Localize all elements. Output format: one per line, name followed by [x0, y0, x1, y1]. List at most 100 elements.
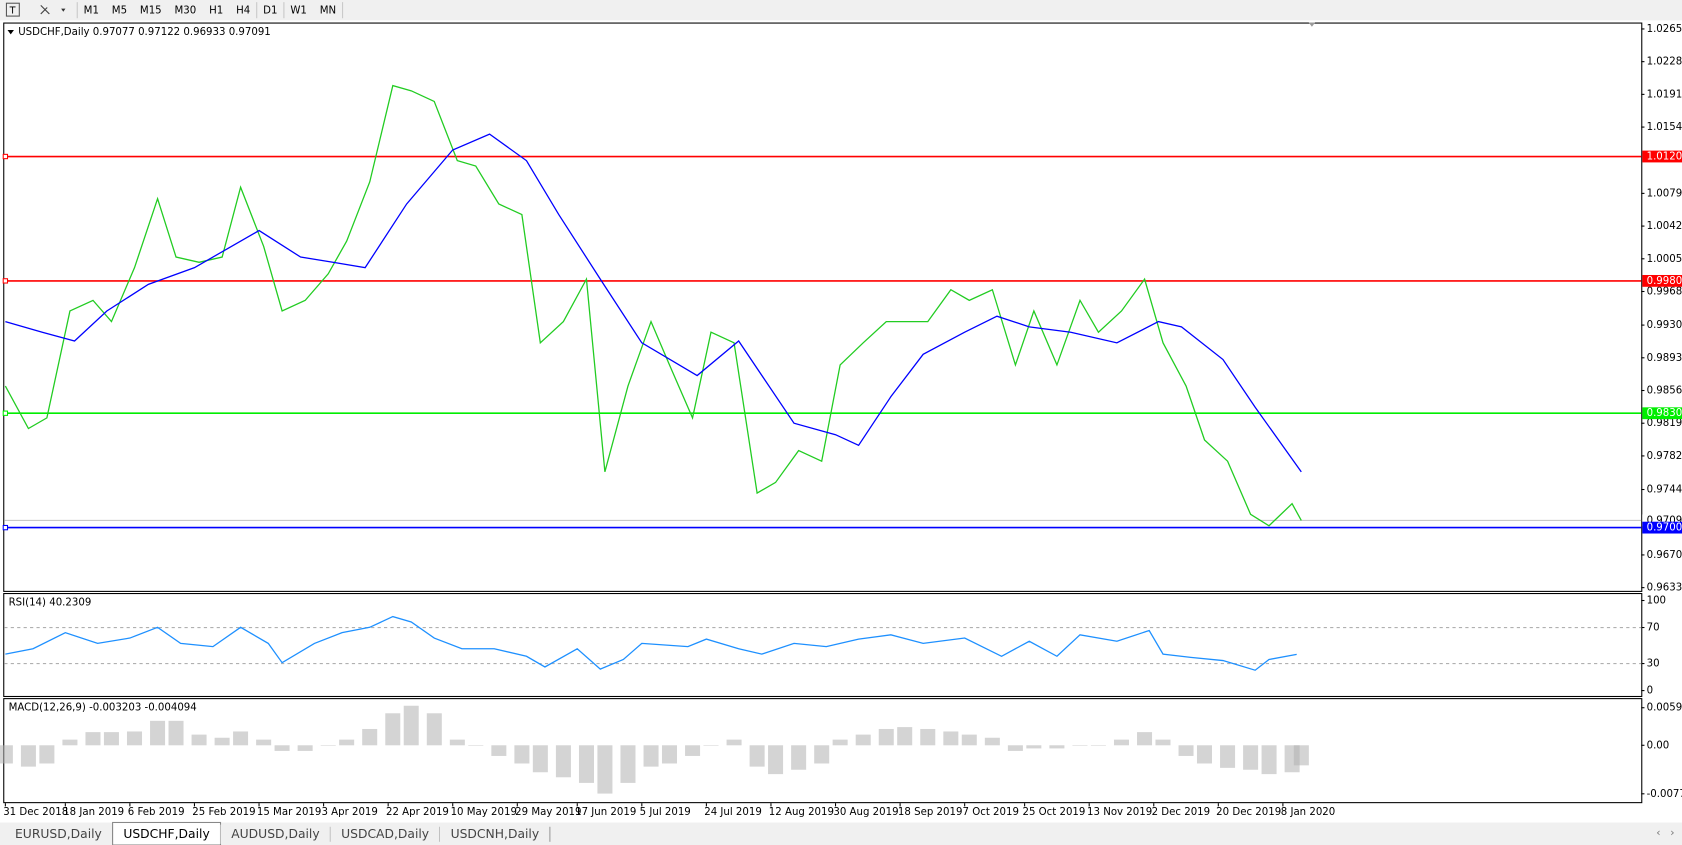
y-tick-label: 0.005986	[1647, 703, 1682, 714]
tab-label[interactable]: AUDUSD,Daily	[231, 827, 319, 841]
rsi-title: RSI(14) 40.2309	[9, 598, 92, 609]
level-price-label: 0.97091	[1647, 515, 1682, 526]
tab-label[interactable]: USDCHF,Daily	[123, 827, 209, 841]
histogram-bar	[126, 731, 143, 746]
x-tick-label: 31 Dec 2018	[3, 807, 68, 818]
histogram-bar	[597, 745, 613, 794]
level-handle[interactable]	[2, 410, 9, 416]
timeframe-button[interactable]: M1	[84, 6, 99, 17]
timeframe-button[interactable]: H1	[209, 6, 223, 17]
histogram-bar	[150, 720, 166, 746]
histogram-bar	[39, 745, 55, 764]
y-tick-label: 0.96330	[1647, 583, 1682, 594]
histogram-bar	[855, 734, 871, 746]
timeframe-button[interactable]: W1	[290, 6, 307, 17]
histogram-bar	[297, 745, 313, 751]
toolbar	[0, 0, 1682, 21]
tab[interactable]	[330, 824, 440, 844]
timeframe-button[interactable]: M30	[175, 6, 197, 17]
level-handle[interactable]	[2, 153, 9, 160]
y-tick-label: 1.01540	[1647, 122, 1682, 133]
histogram-bar	[832, 739, 848, 746]
timeframe-button[interactable]: M5	[112, 6, 127, 17]
title-arrow	[7, 30, 14, 35]
histogram-bar	[1261, 745, 1277, 775]
timeframe-button[interactable]: M15	[140, 6, 162, 17]
x-tick-label: 7 Oct 2019	[963, 807, 1019, 818]
timeframe-button[interactable]: H4	[236, 6, 250, 17]
histogram-bar	[449, 739, 465, 746]
histogram-bar	[1113, 739, 1129, 746]
dropdown-arrow[interactable]	[61, 8, 66, 12]
objects-icon[interactable]	[40, 4, 50, 15]
shift-marker	[1308, 22, 1316, 27]
histogram-bar	[233, 731, 249, 746]
scroll-left[interactable]: ‹	[1656, 826, 1660, 839]
level-handle[interactable]	[2, 524, 9, 531]
x-tick-label: 25 Feb 2019	[192, 807, 255, 818]
x-tick-label: 13 Nov 2019	[1087, 807, 1152, 818]
x-tick-label: 22 Apr 2019	[386, 807, 449, 818]
x-tick-label: 30 Aug 2019	[833, 807, 898, 818]
timeframe-button[interactable]: D1	[263, 6, 277, 17]
histogram-bar	[643, 745, 659, 767]
histogram-bar	[578, 745, 594, 783]
histogram-bar	[1243, 745, 1259, 770]
scroll-right[interactable]: ›	[1670, 826, 1674, 839]
histogram-bar	[1049, 745, 1065, 749]
histogram-bar	[703, 745, 719, 746]
histogram-bar	[214, 737, 230, 746]
level-price-box	[1642, 514, 1682, 527]
level-price-label: 0.98303	[1647, 408, 1682, 419]
x-tick-label: 5 Jul 2019	[640, 807, 691, 818]
histogram-bar	[62, 739, 78, 746]
tabs: EURUSD,Daily USDCHF,Daily AUDUSD,Daily USDC…	[4, 821, 551, 845]
x-tick-label: 24 Jul 2019	[704, 807, 762, 818]
series-line	[5, 133, 1302, 473]
y-tick-label: 0.00	[1647, 740, 1670, 751]
histogram-bar	[1155, 739, 1171, 746]
timeframe-bar: M1 M5 M15 M30 H1 H4 D1 W1 MN	[84, 2, 344, 19]
y-tick-label: 1.00420	[1647, 221, 1682, 232]
histogram-bar	[20, 745, 36, 767]
histogram-bar	[256, 739, 272, 746]
x-tick-label: 18 Sep 2019	[898, 807, 962, 818]
level-price-box	[1642, 407, 1682, 420]
x-tick-label: 18 Jan 2019	[63, 807, 124, 818]
series-line	[4, 84, 1302, 527]
tab[interactable]	[439, 824, 550, 844]
y-tick-label: 30	[1647, 659, 1660, 670]
histogram-bar	[749, 745, 765, 767]
histogram-bar	[532, 745, 548, 773]
x-tick-label: 10 May 2019	[451, 807, 517, 818]
x-tick-label: 25 Oct 2019	[1022, 807, 1085, 818]
histogram-bar	[897, 727, 913, 746]
tab[interactable]	[4, 824, 113, 844]
tab-label[interactable]: EURUSD,Daily	[15, 827, 102, 841]
timeframe-button[interactable]: MN	[320, 6, 336, 17]
histogram-bar	[274, 745, 290, 751]
macd-title: MACD(12,26,9) -0.003203 -0.004094	[9, 703, 197, 714]
tab[interactable]	[220, 824, 331, 844]
level-price-box	[1642, 150, 1682, 163]
histogram-bar	[1196, 745, 1212, 764]
histogram-bar	[685, 745, 701, 756]
histogram-bar	[814, 745, 830, 764]
level-handle[interactable]	[2, 278, 9, 284]
histogram-bar	[1026, 745, 1042, 749]
chart-title: USDCHF,Daily 0.97077 0.97122 0.96933 0.9…	[18, 27, 271, 38]
rsi-panel	[3, 593, 1643, 698]
tab-label[interactable]: USDCNH,Daily	[451, 827, 540, 841]
text-tool-glyph: T	[9, 6, 16, 17]
histogram-bar	[961, 734, 977, 746]
histogram-bar	[103, 732, 119, 746]
tab-label[interactable]: USDCAD,Daily	[341, 827, 429, 841]
text-tool-icon[interactable]	[5, 2, 20, 17]
